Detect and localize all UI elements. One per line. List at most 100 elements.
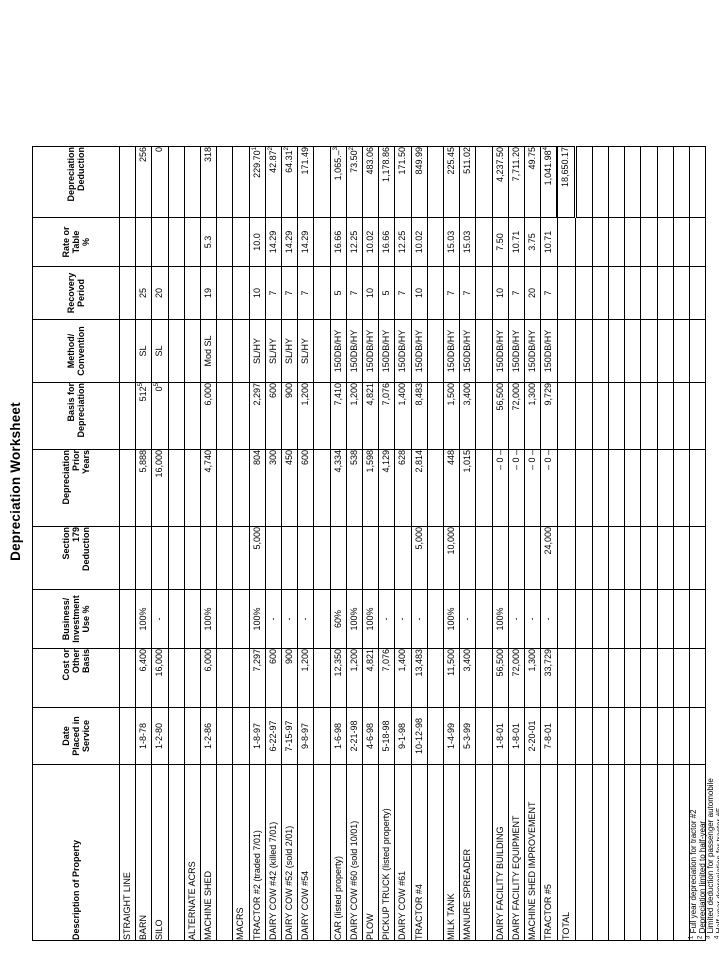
cell-business-use-pct[interactable]: - bbox=[508, 589, 525, 649]
cell-date-placed-in-service[interactable] bbox=[640, 707, 658, 765]
cell-recovery-period[interactable]: 5 bbox=[330, 266, 347, 320]
cell-rate-or-table-pct[interactable] bbox=[575, 217, 593, 267]
cell-basis-for-depreciation[interactable]: 72,000 bbox=[508, 382, 525, 450]
cell-depreciation-deduction[interactable] bbox=[119, 146, 136, 218]
cell-section-179-deduction[interactable] bbox=[575, 526, 593, 590]
cell-basis-for-depreciation[interactable] bbox=[592, 382, 609, 450]
cell-description[interactable]: CAR (listed property) bbox=[330, 764, 347, 941]
cell-description[interactable] bbox=[608, 764, 625, 941]
cell-business-use-pct[interactable]: 100% bbox=[492, 589, 509, 649]
cell-recovery-period[interactable] bbox=[673, 266, 690, 320]
cell-method-convention[interactable] bbox=[575, 319, 593, 383]
cell-recovery-period[interactable]: 10 bbox=[249, 266, 266, 320]
cell-recovery-period[interactable]: 10 bbox=[411, 266, 428, 320]
cell-date-placed-in-service[interactable] bbox=[657, 707, 674, 765]
cell-depreciation-deduction[interactable]: 42.872 bbox=[265, 146, 282, 218]
cell-description[interactable]: DAIRY FACILITY BUILDING bbox=[492, 764, 509, 941]
cell-basis-for-depreciation[interactable]: 9,729 bbox=[540, 382, 558, 450]
cell-recovery-period[interactable] bbox=[184, 266, 201, 320]
cell-basis-for-depreciation[interactable] bbox=[313, 382, 331, 450]
cell-depreciation-prior-years[interactable]: 4,740 bbox=[200, 449, 217, 527]
cell-cost-or-other-basis[interactable] bbox=[608, 648, 625, 708]
cell-depreciation-prior-years[interactable] bbox=[689, 449, 706, 527]
cell-depreciation-deduction[interactable]: 171.49 bbox=[297, 146, 314, 218]
cell-date-placed-in-service[interactable]: 5-3-99 bbox=[459, 707, 476, 765]
cell-business-use-pct[interactable] bbox=[673, 589, 690, 649]
cell-date-placed-in-service[interactable]: 9-1-98 bbox=[394, 707, 412, 765]
cell-section-179-deduction[interactable] bbox=[151, 526, 169, 590]
cell-section-179-deduction[interactable] bbox=[459, 526, 476, 590]
cell-depreciation-prior-years[interactable] bbox=[673, 449, 690, 527]
cell-date-placed-in-service[interactable]: 1-6-98 bbox=[330, 707, 347, 765]
cell-depreciation-prior-years[interactable]: 300 bbox=[265, 449, 282, 527]
cell-basis-for-depreciation[interactable]: 2,297 bbox=[249, 382, 266, 450]
cell-depreciation-deduction[interactable]: 171.50 bbox=[394, 146, 412, 218]
cell-section-179-deduction[interactable] bbox=[557, 526, 576, 590]
cell-section-179-deduction[interactable] bbox=[184, 526, 201, 590]
cell-basis-for-depreciation[interactable]: 1,400 bbox=[394, 382, 412, 450]
cell-business-use-pct[interactable]: 100% bbox=[443, 589, 460, 649]
cell-business-use-pct[interactable]: - bbox=[297, 589, 314, 649]
cell-basis-for-depreciation[interactable] bbox=[119, 382, 136, 450]
cell-depreciation-prior-years[interactable]: 538 bbox=[346, 449, 363, 527]
cell-recovery-period[interactable]: 10 bbox=[492, 266, 509, 320]
cell-section-179-deduction[interactable] bbox=[394, 526, 412, 590]
cell-depreciation-deduction[interactable] bbox=[475, 146, 493, 218]
cell-date-placed-in-service[interactable] bbox=[427, 707, 444, 765]
cell-depreciation-deduction[interactable]: 1,065.–3 bbox=[330, 146, 347, 218]
cell-depreciation-prior-years[interactable]: 2,814 bbox=[411, 449, 428, 527]
cell-recovery-period[interactable] bbox=[575, 266, 593, 320]
cell-depreciation-deduction[interactable] bbox=[427, 146, 444, 218]
cell-method-convention[interactable]: 150DB/HY bbox=[346, 319, 363, 383]
cell-method-convention[interactable]: 150DB/HY bbox=[524, 319, 541, 383]
cell-description[interactable]: ALTERNATE ACRS bbox=[184, 764, 201, 941]
cell-cost-or-other-basis[interactable] bbox=[475, 648, 493, 708]
cell-depreciation-deduction[interactable] bbox=[184, 146, 201, 218]
cell-recovery-period[interactable] bbox=[427, 266, 444, 320]
cell-date-placed-in-service[interactable]: 9-8-97 bbox=[297, 707, 314, 765]
cell-basis-for-depreciation[interactable]: 05 bbox=[151, 382, 169, 450]
cell-basis-for-depreciation[interactable] bbox=[673, 382, 690, 450]
cell-description[interactable]: MANURE SPREADER bbox=[459, 764, 476, 941]
cell-recovery-period[interactable]: 7 bbox=[265, 266, 282, 320]
cell-method-convention[interactable]: 150DB/HY bbox=[362, 319, 379, 383]
cell-business-use-pct[interactable]: - bbox=[394, 589, 412, 649]
cell-rate-or-table-pct[interactable] bbox=[592, 217, 609, 267]
cell-cost-or-other-basis[interactable]: 6,000 bbox=[200, 648, 217, 708]
cell-basis-for-depreciation[interactable] bbox=[608, 382, 625, 450]
cell-rate-or-table-pct[interactable]: 15.03 bbox=[443, 217, 460, 267]
cell-date-placed-in-service[interactable] bbox=[119, 707, 136, 765]
cell-basis-for-depreciation[interactable] bbox=[575, 382, 593, 450]
cell-cost-or-other-basis[interactable]: 600 bbox=[265, 648, 282, 708]
cell-section-179-deduction[interactable] bbox=[119, 526, 136, 590]
cell-business-use-pct[interactable] bbox=[427, 589, 444, 649]
cell-business-use-pct[interactable]: - bbox=[540, 589, 558, 649]
cell-depreciation-prior-years[interactable]: 600 bbox=[297, 449, 314, 527]
cell-basis-for-depreciation[interactable]: 8,483 bbox=[411, 382, 428, 450]
cell-method-convention[interactable]: 150DB/HY bbox=[394, 319, 412, 383]
cell-method-convention[interactable] bbox=[475, 319, 493, 383]
cell-cost-or-other-basis[interactable]: 16,000 bbox=[151, 648, 169, 708]
cell-depreciation-deduction[interactable] bbox=[168, 146, 185, 218]
cell-business-use-pct[interactable]: - bbox=[281, 589, 298, 649]
cell-business-use-pct[interactable] bbox=[640, 589, 658, 649]
cell-depreciation-prior-years[interactable] bbox=[168, 449, 185, 527]
cell-description[interactable]: TRACTOR #4 bbox=[411, 764, 428, 941]
cell-basis-for-depreciation[interactable] bbox=[657, 382, 674, 450]
cell-depreciation-deduction[interactable] bbox=[689, 146, 706, 218]
cell-depreciation-prior-years[interactable]: – 0 – bbox=[540, 449, 558, 527]
cell-description[interactable] bbox=[575, 764, 593, 941]
cell-business-use-pct[interactable] bbox=[168, 589, 185, 649]
cell-date-placed-in-service[interactable]: 5-18-98 bbox=[378, 707, 395, 765]
cell-basis-for-depreciation[interactable]: 1,300 bbox=[524, 382, 541, 450]
cell-depreciation-deduction[interactable]: 849.99 bbox=[411, 146, 428, 218]
cell-depreciation-deduction[interactable]: 318 bbox=[200, 146, 217, 218]
cell-date-placed-in-service[interactable]: 1-8-97 bbox=[249, 707, 266, 765]
cell-depreciation-prior-years[interactable] bbox=[608, 449, 625, 527]
cell-basis-for-depreciation[interactable]: 900 bbox=[281, 382, 298, 450]
cell-rate-or-table-pct[interactable] bbox=[640, 217, 658, 267]
cell-date-placed-in-service[interactable]: 1-4-99 bbox=[443, 707, 460, 765]
cell-recovery-period[interactable]: 7 bbox=[443, 266, 460, 320]
cell-method-convention[interactable] bbox=[673, 319, 690, 383]
cell-basis-for-depreciation[interactable] bbox=[232, 382, 250, 450]
